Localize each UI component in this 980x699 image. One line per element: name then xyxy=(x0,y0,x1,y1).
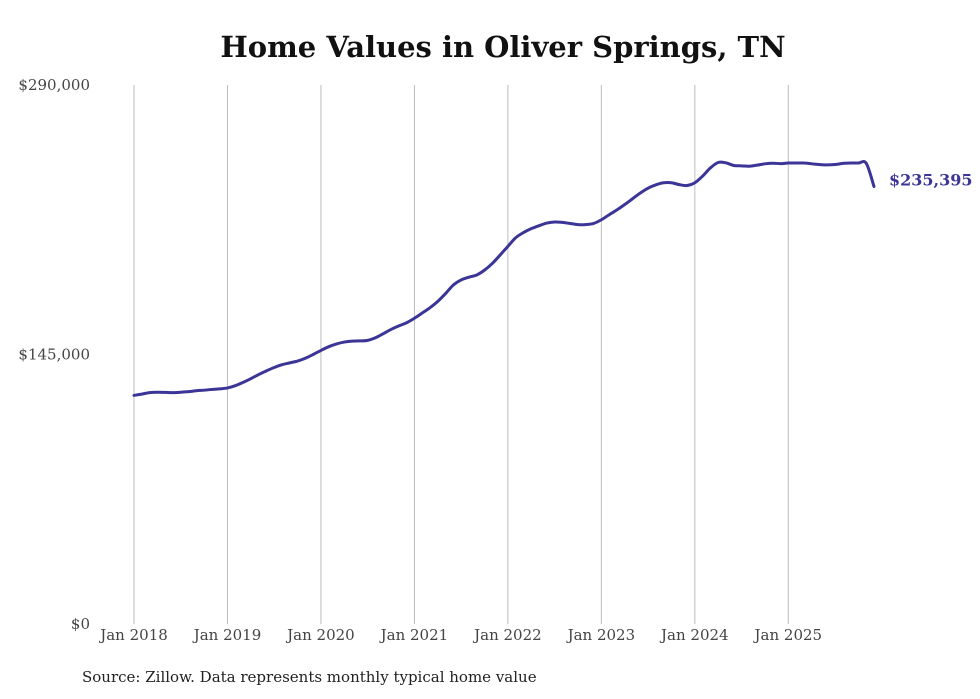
y-axis-ticks: $0 $145,000 $290,000 xyxy=(18,76,90,633)
gridlines xyxy=(133,85,789,624)
end-value-label: $235,395 xyxy=(889,170,973,189)
source-note: Source: Zillow. Data represents monthly … xyxy=(82,668,537,686)
x-axis-ticks: Jan 2018 Jan 2019 Jan 2020 Jan 2021 Jan 2022… xyxy=(98,626,822,644)
x-tick-label: Jan 2020 xyxy=(285,626,355,644)
x-tick-label: Jan 2019 xyxy=(192,626,262,644)
x-tick-label: Jan 2023 xyxy=(566,626,636,644)
x-tick-label: Jan 2025 xyxy=(753,626,823,644)
x-tick-label: Jan 2018 xyxy=(98,626,168,644)
end-labels: $235,395 xyxy=(889,170,973,189)
x-tick-label: Jan 2024 xyxy=(659,626,729,644)
series-lines xyxy=(132,159,876,397)
x-tick-label: Jan 2021 xyxy=(379,626,449,644)
y-tick-label: $0 xyxy=(71,615,90,633)
x-tick-label: Jan 2022 xyxy=(472,626,542,644)
series-line xyxy=(132,159,876,397)
y-tick-label: $290,000 xyxy=(18,76,90,94)
chart-title: Home Values in Oliver Springs, TN xyxy=(220,30,786,64)
y-tick-label: $145,000 xyxy=(18,346,90,364)
